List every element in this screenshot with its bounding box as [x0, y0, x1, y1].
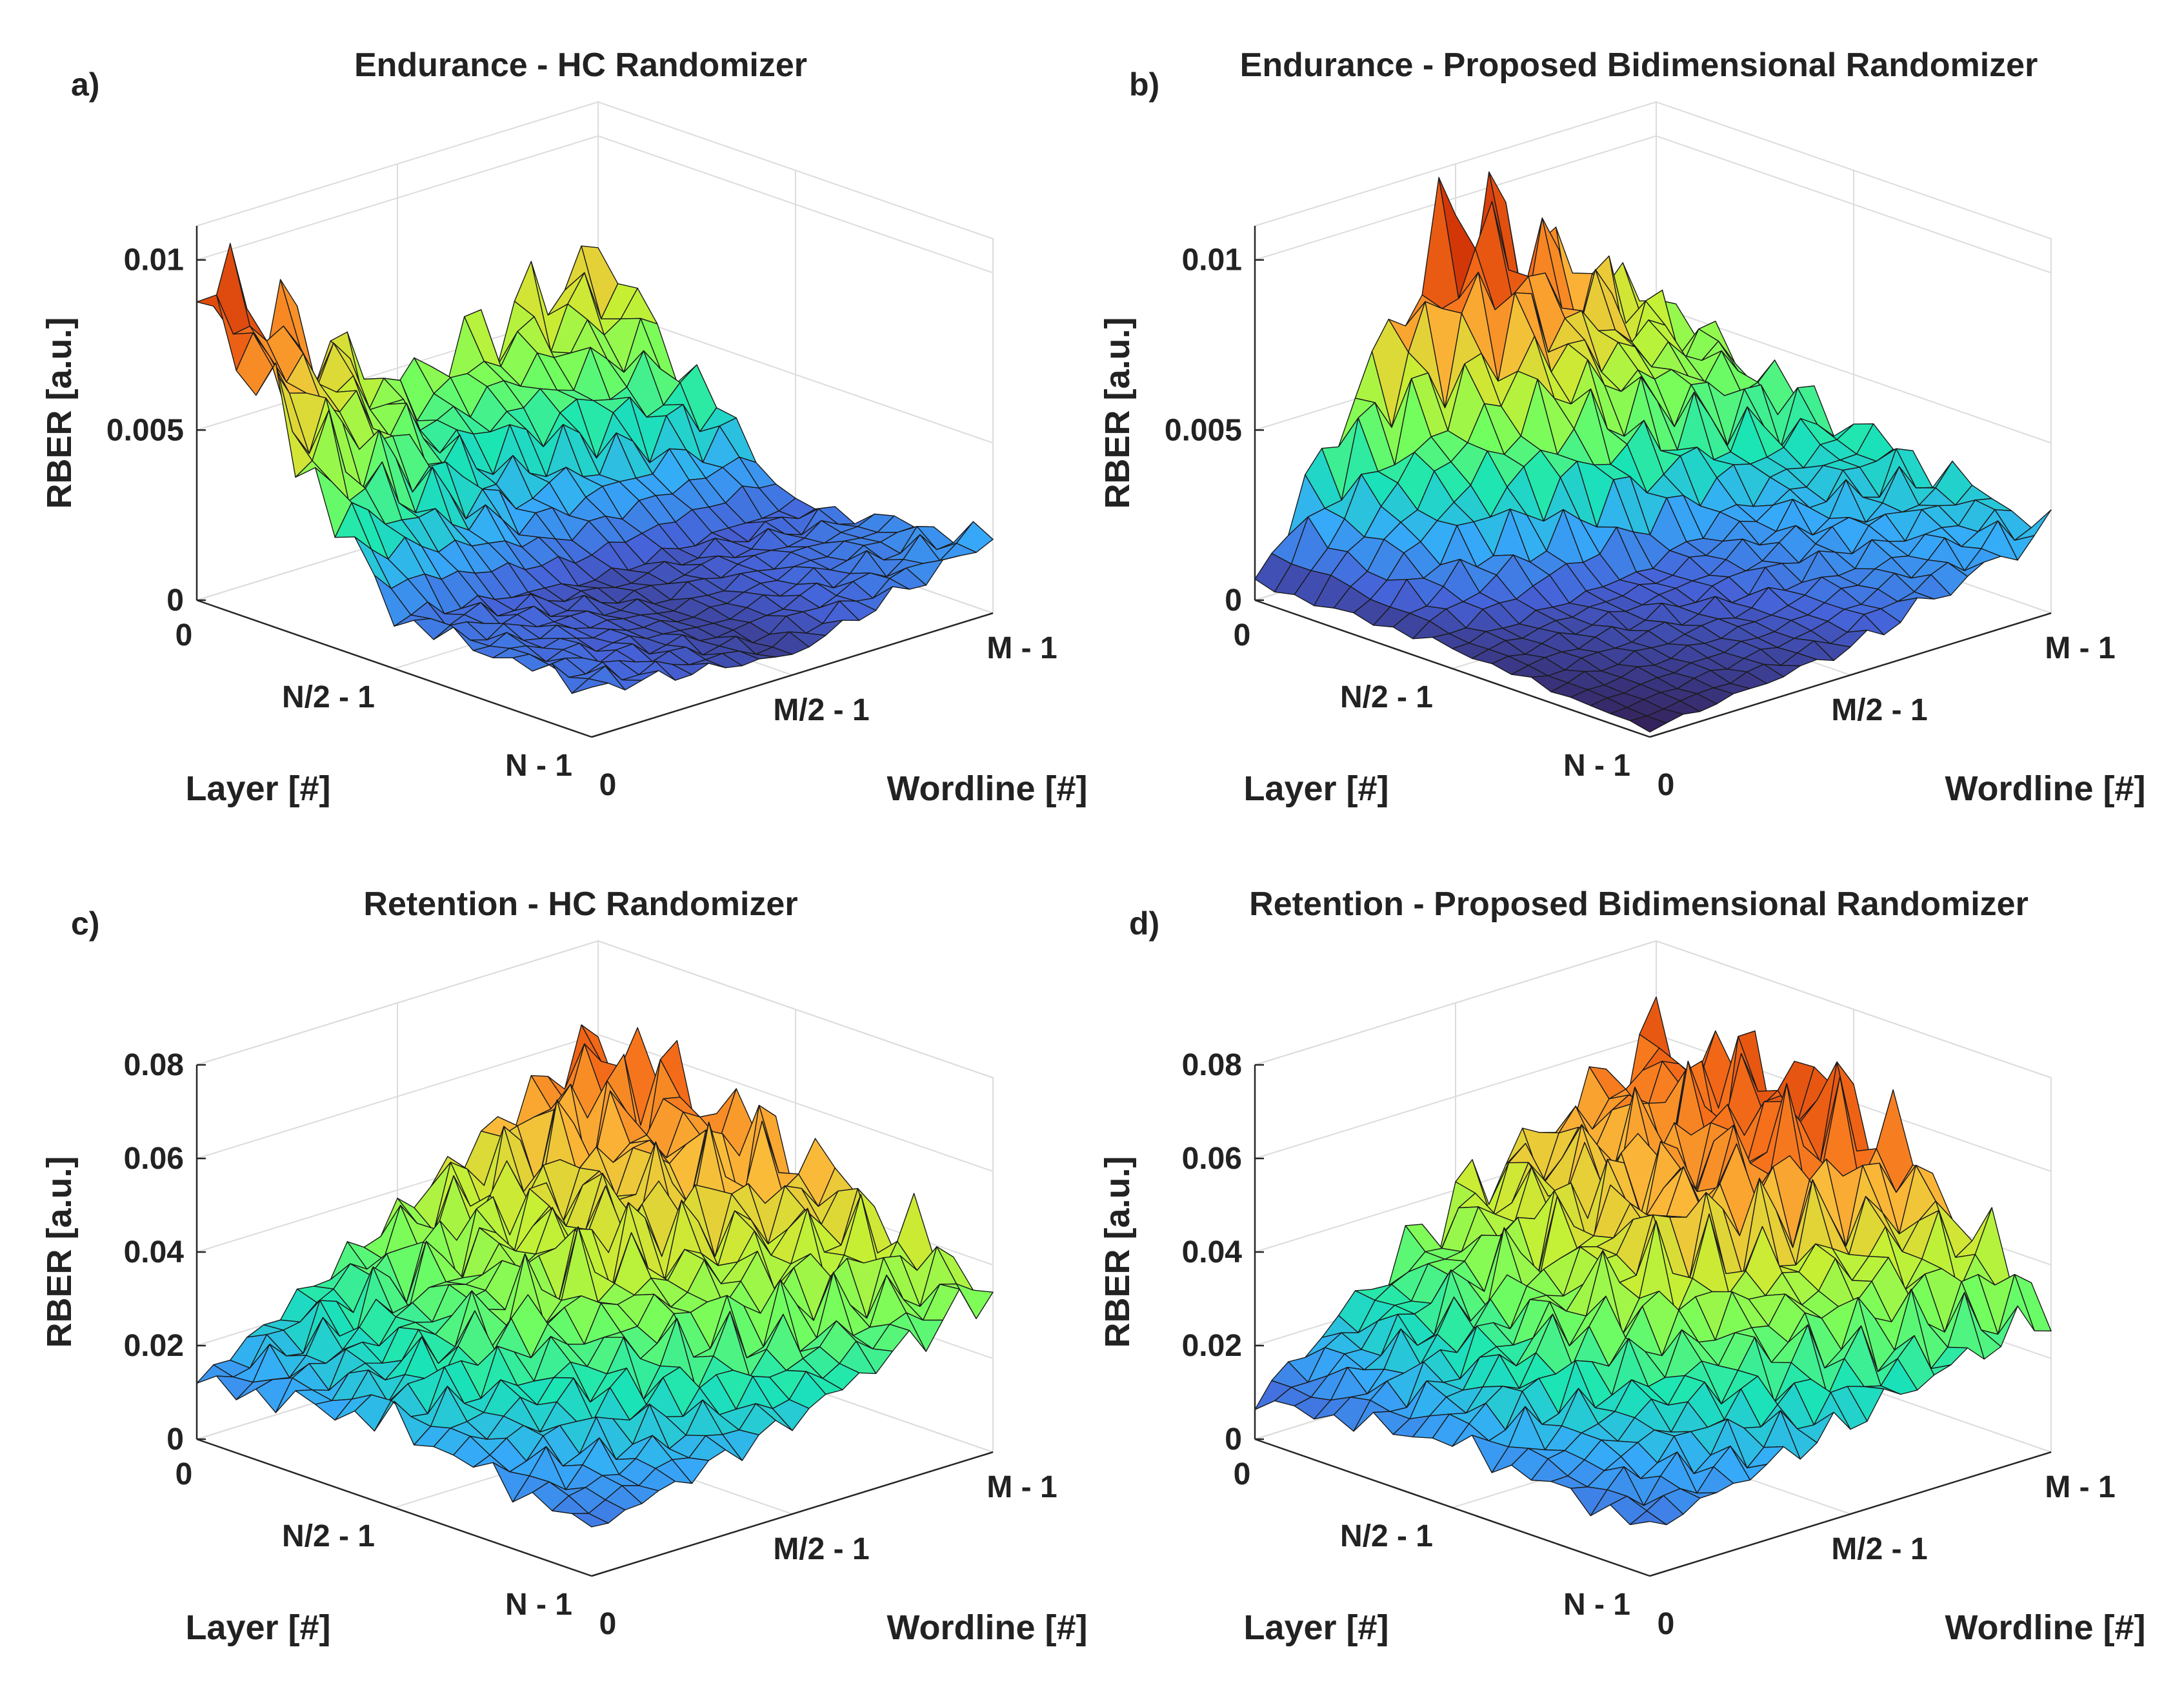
- panel-letter: a): [71, 66, 99, 103]
- z-tick-label: 0.08: [1182, 1048, 1242, 1082]
- rber-axis-label: RBER [a.u.]: [40, 318, 79, 509]
- rber-surface: [1254, 171, 2052, 732]
- panel-title: Retention - HC Randomizer: [363, 885, 797, 923]
- layer-tick-label: N/2 - 1: [282, 1519, 375, 1553]
- panel-c: 0 0.02 0.04 0.06 0.08 0 N/2 - 1 N - 1 0 M/2 - 1 M …: [40, 885, 1088, 1647]
- wordline-tick-label: M/2 - 1: [773, 1532, 869, 1566]
- panel-title: Endurance - HC Randomizer: [354, 46, 807, 84]
- panel-title: Endurance - Proposed Bidimensional Rando…: [1240, 46, 2038, 84]
- wordline-tick-label: 0: [599, 768, 617, 802]
- wordline-axis-label: Wordline [#]: [887, 1608, 1087, 1647]
- rber-axis-label: RBER [a.u.]: [1098, 318, 1137, 509]
- layer-tick-label: 0: [175, 618, 193, 652]
- z-tick-label: 0.005: [106, 413, 184, 447]
- rber-axis-label: RBER [a.u.]: [1098, 1157, 1137, 1348]
- surface-patch: [571, 678, 609, 694]
- z-tick-label: 0.02: [124, 1329, 184, 1363]
- z-tick-label: 0: [166, 583, 184, 618]
- wordline-tick-label: M/2 - 1: [773, 693, 869, 727]
- layer-tick-label: N - 1: [505, 749, 572, 783]
- wordline-tick-label: 0: [1658, 1607, 1675, 1641]
- axes-lines: [1254, 1064, 2052, 1577]
- wordline-axis-label: Wordline [#]: [1945, 1608, 2145, 1647]
- panel-letter: b): [1129, 66, 1159, 103]
- layer-axis-label: Layer [#]: [1243, 1608, 1388, 1647]
- layer-tick-label: N - 1: [1563, 1588, 1630, 1622]
- layer-tick-label: 0: [1234, 1457, 1251, 1491]
- wordline-axis-label: Wordline [#]: [1945, 769, 2145, 808]
- rber-surface: [196, 1024, 994, 1528]
- axes-lines: [1254, 226, 2052, 738]
- rber-axis-label: RBER [a.u.]: [40, 1157, 79, 1348]
- panel-a: 0 0.005 0.01 0 N/2 - 1 N - 1 0 M/2 - 1 M - 1 Endu…: [40, 46, 1088, 808]
- z-tick-label: 0: [1225, 583, 1242, 618]
- wordline-axis-label: Wordline [#]: [887, 769, 1087, 808]
- panel-letter: d): [1129, 905, 1159, 942]
- wordline-tick-label: M - 1: [2045, 1470, 2115, 1504]
- surface-patch: [213, 243, 251, 335]
- axes-lines: [195, 1064, 994, 1577]
- surface-patch: [1629, 715, 1667, 732]
- wordline-tick-label: 0: [1658, 768, 1675, 802]
- layer-axis-label: Layer [#]: [185, 1608, 330, 1647]
- z-tick-label: 0.08: [124, 1048, 184, 1082]
- panel-title: Retention - Proposed Bidimensional Rando…: [1249, 885, 2029, 923]
- layer-tick-label: 0: [1234, 618, 1251, 652]
- layer-tick-label: N - 1: [1563, 749, 1630, 783]
- z-tick-label: 0.005: [1165, 413, 1242, 447]
- layer-axis-label: Layer [#]: [185, 769, 330, 808]
- panel-letter: c): [71, 905, 99, 942]
- z-tick-label: 0.02: [1182, 1329, 1242, 1363]
- z-tick-label: 0: [1225, 1422, 1242, 1457]
- layer-tick-label: N - 1: [505, 1588, 572, 1622]
- layer-tick-label: N/2 - 1: [1340, 1519, 1433, 1553]
- wordline-tick-label: 0: [599, 1607, 617, 1641]
- wordline-tick-label: M/2 - 1: [1831, 1532, 1927, 1566]
- surface-patch: [1629, 1510, 1667, 1526]
- z-tick-label: 0.01: [124, 243, 184, 278]
- z-tick-label: 0.04: [1182, 1235, 1243, 1269]
- surface-patch: [571, 1513, 609, 1528]
- z-tick-label: 0.01: [1182, 243, 1242, 278]
- layer-tick-label: N/2 - 1: [282, 680, 375, 714]
- z-tick-label: 0.06: [1182, 1142, 1242, 1176]
- rber-surface: [1254, 996, 2052, 1526]
- wordline-tick-label: M/2 - 1: [1831, 693, 1927, 727]
- panel-b: 0 0.005 0.01 0 N/2 - 1 N - 1 0 M/2 - 1 M - 1 Endu…: [1098, 46, 2146, 808]
- wordline-tick-label: M - 1: [987, 631, 1057, 665]
- z-tick-label: 0: [166, 1422, 184, 1457]
- surface-patch: [956, 1283, 994, 1319]
- rber-surface: [196, 243, 994, 694]
- wordline-tick-label: M - 1: [987, 1470, 1057, 1504]
- z-tick-label: 0.04: [124, 1235, 185, 1269]
- layer-tick-label: 0: [175, 1457, 193, 1491]
- z-tick-label: 0.06: [124, 1142, 184, 1176]
- wordline-tick-label: M - 1: [2045, 631, 2115, 665]
- axes-lines: [195, 226, 994, 738]
- layer-axis-label: Layer [#]: [1243, 769, 1388, 808]
- layer-tick-label: N/2 - 1: [1340, 680, 1433, 714]
- panel-d: 0 0.02 0.04 0.06 0.08 0 N/2 - 1 N - 1 0 M/2 - 1 M …: [1098, 885, 2146, 1647]
